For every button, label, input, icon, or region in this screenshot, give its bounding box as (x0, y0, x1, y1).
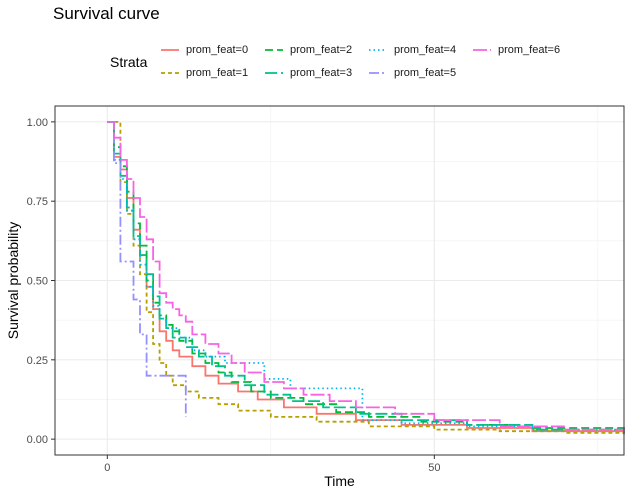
y-tick-label: 0.25 (27, 355, 48, 367)
legend-key (369, 72, 387, 74)
legend-label: prom_feat=2 (290, 44, 353, 56)
legend-item: prom_feat=0 (160, 43, 248, 57)
legend-item: prom_feat=3 (264, 66, 352, 80)
legend-label: prom_feat=0 (186, 44, 249, 56)
y-tick-label: 0.75 (27, 196, 48, 208)
legend-title: Strata (110, 54, 148, 70)
x-tick-label: 50 (428, 462, 440, 474)
legend-label: prom_feat=1 (186, 67, 249, 79)
survival-line-prom-feat-1 (107, 121, 625, 435)
tick-layer: 0 50 0.00 0.25 0.50 0.75 1.00 (27, 117, 441, 474)
y-tick-label: 1.00 (27, 117, 48, 129)
survival-line-prom-feat-6 (107, 121, 625, 433)
survival-line-prom-feat-5 (107, 121, 187, 417)
legend-key (265, 72, 283, 74)
legend-label: prom_feat=5 (394, 67, 457, 79)
survival-line-prom-feat-4 (107, 121, 625, 433)
legend-label: prom_feat=6 (498, 44, 561, 56)
y-axis-title: Survival probability (5, 222, 21, 340)
legend-item: prom_feat=2 (264, 43, 352, 57)
legend-item: prom_feat=6 (472, 43, 560, 57)
y-tick-label: 0.50 (27, 276, 48, 288)
series-layer (107, 121, 625, 435)
legend-key (369, 49, 387, 51)
legend-key (161, 49, 179, 51)
legend-key (265, 49, 283, 51)
y-tick-label: 0.00 (27, 434, 48, 446)
legend-item: prom_feat=4 (368, 43, 456, 57)
legend-key (161, 72, 179, 74)
survival-line-prom-feat-2 (107, 121, 625, 433)
chart-title: Survival curve (53, 4, 160, 23)
legend-label: prom_feat=3 (290, 67, 353, 79)
legend-key (473, 49, 491, 51)
legend-item: prom_feat=1 (160, 66, 248, 80)
legend-label: prom_feat=4 (394, 44, 457, 56)
legend-item: prom_feat=5 (368, 66, 456, 80)
x-axis-title: Time (324, 473, 355, 489)
x-tick-label: 0 (104, 462, 110, 474)
